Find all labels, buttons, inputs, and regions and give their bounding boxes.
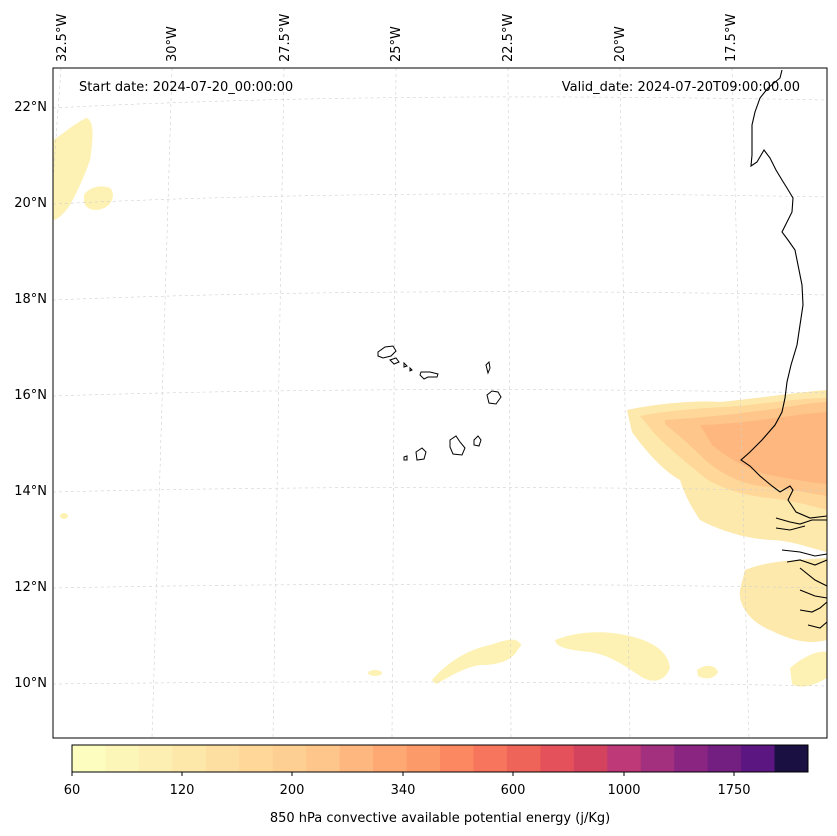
colorbar-swatch [138, 745, 173, 772]
lon-label-32-5w: 32.5°W [55, 14, 70, 62]
map-panel [52, 67, 828, 739]
colorbar-swatch [707, 745, 742, 772]
colorbar-ticks [71, 772, 735, 776]
colorbar-swatch [105, 745, 140, 772]
colorbar-label: 850 hPa convective available potential e… [270, 811, 610, 826]
colorbar-swatches [72, 745, 809, 772]
cape-verde-islands [377, 345, 502, 461]
lon-label-17-5w: 17.5°W [724, 14, 739, 62]
lon-label-27-5w: 27.5°W [278, 14, 293, 62]
colorbar-swatch [339, 745, 374, 772]
latitude-labels: 22°N 20°N 18°N 16°N 14°N 12°N 10°N [14, 100, 47, 691]
colorbar-swatch [205, 745, 240, 772]
lon-label-30w: 30°W [165, 26, 180, 62]
colorbar-swatch [506, 745, 541, 772]
colorbar-swatch [272, 745, 307, 772]
colorbar-tick-120: 120 [170, 783, 195, 798]
longitude-labels: 32.5°W 30°W 27.5°W 25°W 22.5°W 20°W 17.5… [55, 14, 739, 62]
lat-label-10n: 10°N [14, 676, 47, 691]
colorbar-swatch [774, 745, 809, 772]
colorbar-tick-200: 200 [280, 783, 305, 798]
colorbar-swatch [72, 745, 106, 772]
colorbar-swatch [540, 745, 575, 772]
colorbar-swatch [573, 745, 608, 772]
colorbar-swatch [373, 745, 408, 772]
colorbar-swatch [674, 745, 709, 772]
lat-label-20n: 20°N [14, 196, 47, 211]
colorbar-swatch [172, 745, 207, 772]
colorbar-tick-340: 340 [391, 783, 416, 798]
colorbar-swatch [406, 745, 441, 772]
colorbar-tick-60: 60 [64, 783, 81, 798]
lon-label-25w: 25°W [389, 26, 404, 62]
lon-label-20w: 20°W [613, 26, 628, 62]
lat-label-12n: 12°N [14, 580, 47, 595]
coastline [740, 69, 828, 629]
lat-label-18n: 18°N [14, 292, 47, 307]
lat-label-14n: 14°N [14, 484, 47, 499]
colorbar-swatch [306, 745, 341, 772]
lat-label-16n: 16°N [14, 388, 47, 403]
colorbar: 60 120 200 340 600 1000 1750 850 hPa con… [64, 744, 809, 826]
start-date-label: Start date: 2024-07-20_00:00:00 [79, 80, 293, 95]
valid-date-label: Valid_date: 2024-07-20T09:00:00.00 [562, 80, 800, 95]
colorbar-tick-600: 600 [501, 783, 526, 798]
colorbar-swatch [640, 745, 675, 772]
graticule [52, 67, 828, 739]
colorbar-tick-1000: 1000 [607, 783, 640, 798]
colorbar-swatch [607, 745, 642, 772]
colorbar-swatch [473, 745, 508, 772]
colorbar-swatch [741, 745, 776, 772]
colorbar-tick-1750: 1750 [717, 783, 750, 798]
colorbar-swatch [440, 745, 474, 772]
cape-shading [53, 118, 827, 687]
lat-label-22n: 22°N [14, 100, 47, 115]
lon-label-22-5w: 22.5°W [501, 14, 516, 62]
colorbar-swatch [239, 745, 274, 772]
